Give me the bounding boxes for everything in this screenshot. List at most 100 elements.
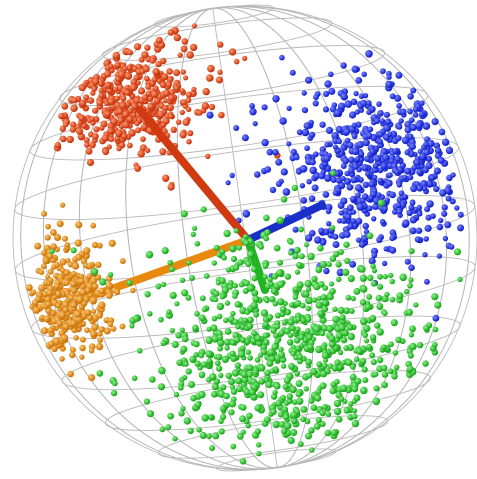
point — [167, 69, 173, 75]
point — [368, 105, 376, 113]
point — [276, 269, 284, 277]
point — [243, 388, 251, 396]
point — [158, 316, 164, 323]
point — [126, 142, 133, 149]
point — [311, 297, 318, 303]
point — [193, 340, 200, 348]
point — [348, 111, 357, 119]
parallel — [101, 17, 333, 61]
point — [344, 170, 351, 177]
point — [381, 260, 388, 267]
point — [217, 345, 224, 352]
point — [127, 49, 133, 56]
point — [243, 239, 250, 247]
point — [351, 147, 360, 156]
point — [131, 102, 139, 110]
point — [206, 433, 213, 440]
point — [365, 50, 373, 58]
point — [141, 124, 148, 130]
point — [263, 235, 270, 242]
point — [272, 95, 280, 103]
point — [165, 424, 172, 431]
point — [395, 71, 403, 79]
point — [441, 210, 448, 217]
point — [272, 300, 279, 307]
point — [274, 312, 281, 319]
point — [332, 190, 339, 196]
point — [260, 309, 269, 317]
point — [350, 218, 357, 224]
point — [335, 261, 342, 268]
point — [168, 113, 174, 120]
point — [70, 121, 77, 128]
point — [350, 364, 356, 370]
point — [325, 126, 334, 134]
point — [457, 211, 464, 218]
point — [32, 306, 41, 314]
point — [96, 370, 104, 377]
cluster-rod — [244, 236, 269, 294]
point — [273, 244, 281, 252]
point — [438, 217, 444, 224]
point — [238, 350, 246, 358]
point — [241, 134, 249, 142]
point — [160, 340, 167, 347]
point — [332, 241, 340, 248]
point — [173, 391, 180, 398]
point — [322, 403, 328, 410]
point — [329, 255, 337, 262]
point — [389, 296, 396, 303]
point — [364, 155, 371, 162]
point — [393, 364, 400, 371]
point — [359, 299, 367, 306]
point — [185, 368, 192, 375]
point — [351, 65, 359, 73]
point — [245, 349, 252, 355]
point — [404, 258, 411, 265]
point — [416, 204, 422, 211]
point — [336, 268, 345, 277]
parallel — [157, 415, 389, 459]
point — [328, 335, 336, 343]
point — [230, 443, 237, 450]
point — [86, 273, 93, 279]
point — [240, 404, 247, 411]
point — [69, 280, 77, 288]
point — [277, 298, 285, 306]
point — [155, 36, 163, 44]
point — [335, 331, 344, 340]
point — [287, 332, 294, 339]
point — [62, 306, 69, 313]
point — [390, 130, 398, 138]
point — [338, 102, 346, 110]
point — [54, 290, 62, 298]
point — [121, 110, 130, 119]
point — [90, 120, 96, 126]
point — [354, 156, 361, 162]
point — [230, 310, 236, 317]
point — [251, 275, 258, 282]
point — [151, 76, 158, 83]
point — [219, 277, 226, 284]
point — [329, 288, 336, 295]
point — [341, 359, 347, 366]
point — [340, 175, 346, 182]
point — [356, 140, 364, 149]
point — [167, 104, 174, 112]
point — [234, 301, 242, 308]
point — [124, 72, 133, 80]
point — [354, 377, 362, 385]
point — [108, 239, 116, 247]
point — [107, 127, 115, 135]
point — [208, 414, 214, 420]
point — [396, 292, 404, 300]
point — [319, 260, 328, 269]
point — [345, 359, 353, 366]
point — [59, 125, 66, 132]
point — [350, 295, 356, 302]
point — [113, 288, 121, 296]
point — [304, 418, 311, 425]
point — [290, 411, 298, 419]
point — [134, 120, 140, 127]
point — [314, 236, 322, 244]
